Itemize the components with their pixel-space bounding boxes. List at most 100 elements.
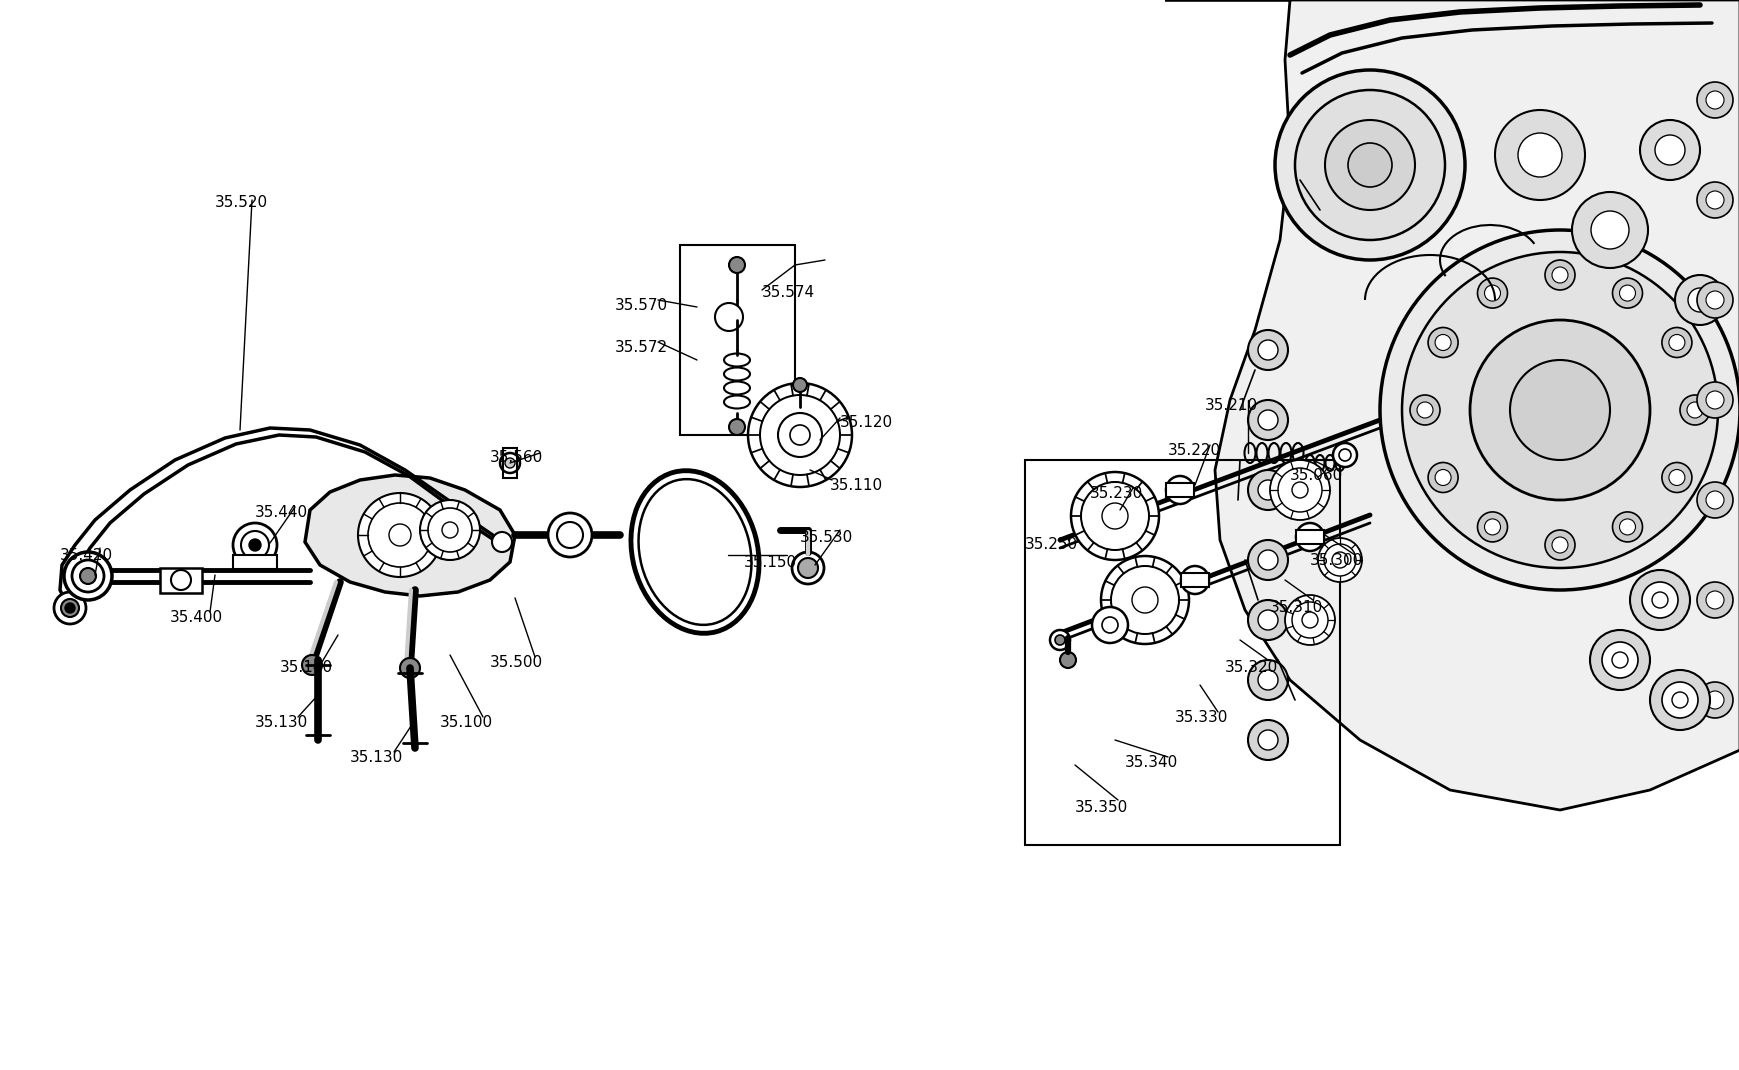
Circle shape [1264, 553, 1275, 563]
Circle shape [1668, 470, 1683, 486]
Circle shape [1687, 288, 1711, 312]
Circle shape [390, 524, 410, 546]
Polygon shape [304, 475, 515, 596]
Circle shape [54, 592, 85, 624]
Circle shape [1671, 692, 1687, 708]
Text: 35.330: 35.330 [1174, 710, 1228, 725]
Text: 35.220: 35.220 [1167, 443, 1221, 458]
Circle shape [1428, 327, 1457, 357]
Circle shape [1516, 133, 1562, 177]
Circle shape [428, 508, 471, 552]
Circle shape [1612, 278, 1642, 308]
Circle shape [71, 560, 104, 592]
Circle shape [1049, 630, 1069, 649]
Circle shape [1247, 470, 1287, 510]
Circle shape [1612, 511, 1642, 541]
Circle shape [1294, 90, 1443, 240]
Circle shape [1649, 670, 1709, 730]
Bar [1296, 530, 1323, 544]
Circle shape [556, 522, 583, 548]
Text: 35.420: 35.420 [59, 548, 113, 563]
Polygon shape [1165, 0, 1739, 810]
Text: 35.250: 35.250 [1024, 537, 1078, 552]
Circle shape [1704, 91, 1723, 109]
Circle shape [1339, 449, 1349, 461]
Text: 35.100: 35.100 [440, 715, 492, 730]
Text: 35.150: 35.150 [744, 555, 796, 570]
Circle shape [1680, 395, 1709, 425]
Text: 35.520: 35.520 [216, 195, 268, 210]
Circle shape [1172, 483, 1186, 496]
Text: 35.140: 35.140 [280, 660, 332, 675]
Circle shape [1551, 268, 1567, 282]
Circle shape [504, 458, 515, 468]
Circle shape [1257, 410, 1276, 430]
Circle shape [1101, 503, 1127, 529]
Text: 35.400: 35.400 [170, 610, 223, 625]
Circle shape [1092, 607, 1127, 643]
Circle shape [1101, 617, 1118, 633]
Circle shape [1428, 462, 1457, 492]
Text: 35.310: 35.310 [1269, 600, 1322, 615]
Circle shape [1619, 285, 1635, 301]
Text: 35.350: 35.350 [1075, 800, 1127, 815]
Circle shape [1570, 192, 1647, 268]
Text: 35.060: 35.060 [1289, 468, 1343, 483]
Circle shape [249, 539, 261, 551]
Circle shape [1435, 470, 1450, 486]
Circle shape [1704, 291, 1723, 309]
Circle shape [1054, 635, 1064, 645]
Circle shape [1101, 556, 1188, 644]
Circle shape [1111, 566, 1179, 635]
Circle shape [1276, 468, 1322, 513]
Bar [1181, 574, 1209, 587]
Circle shape [1402, 253, 1716, 568]
Circle shape [1494, 110, 1584, 200]
Circle shape [61, 599, 78, 617]
Circle shape [798, 557, 817, 578]
Bar [160, 568, 202, 593]
Circle shape [1301, 612, 1316, 628]
Circle shape [1379, 230, 1739, 590]
Bar [503, 448, 516, 478]
Circle shape [1629, 570, 1689, 630]
Text: 35.130: 35.130 [350, 750, 403, 765]
Circle shape [1132, 587, 1158, 613]
Circle shape [233, 523, 277, 567]
Circle shape [1696, 282, 1732, 318]
Bar [680, 245, 795, 435]
Bar [233, 555, 277, 569]
Circle shape [1257, 340, 1276, 360]
Circle shape [1247, 330, 1287, 370]
Circle shape [548, 513, 591, 557]
Circle shape [1247, 400, 1287, 440]
Circle shape [1696, 182, 1732, 218]
Text: 35.560: 35.560 [490, 450, 543, 465]
Circle shape [1661, 462, 1690, 492]
Circle shape [1650, 592, 1668, 608]
Text: 35.574: 35.574 [762, 285, 814, 300]
Circle shape [1544, 260, 1574, 290]
Text: 35.110: 35.110 [830, 478, 883, 493]
Circle shape [786, 421, 814, 449]
Circle shape [1469, 320, 1649, 500]
Circle shape [1661, 327, 1690, 357]
Circle shape [170, 570, 191, 590]
Circle shape [419, 500, 480, 560]
Text: 35.120: 35.120 [840, 415, 892, 430]
Circle shape [1551, 537, 1567, 553]
Circle shape [1247, 540, 1287, 580]
Circle shape [1696, 682, 1732, 718]
Circle shape [1687, 402, 1702, 418]
Circle shape [492, 532, 511, 552]
Circle shape [790, 425, 810, 445]
Bar [1165, 483, 1193, 496]
Circle shape [80, 568, 96, 584]
Circle shape [242, 531, 270, 559]
Circle shape [1247, 660, 1287, 700]
Circle shape [1259, 548, 1280, 568]
Circle shape [1285, 595, 1334, 645]
Circle shape [1323, 120, 1414, 210]
Circle shape [1257, 550, 1276, 570]
Text: 35.572: 35.572 [614, 340, 668, 355]
